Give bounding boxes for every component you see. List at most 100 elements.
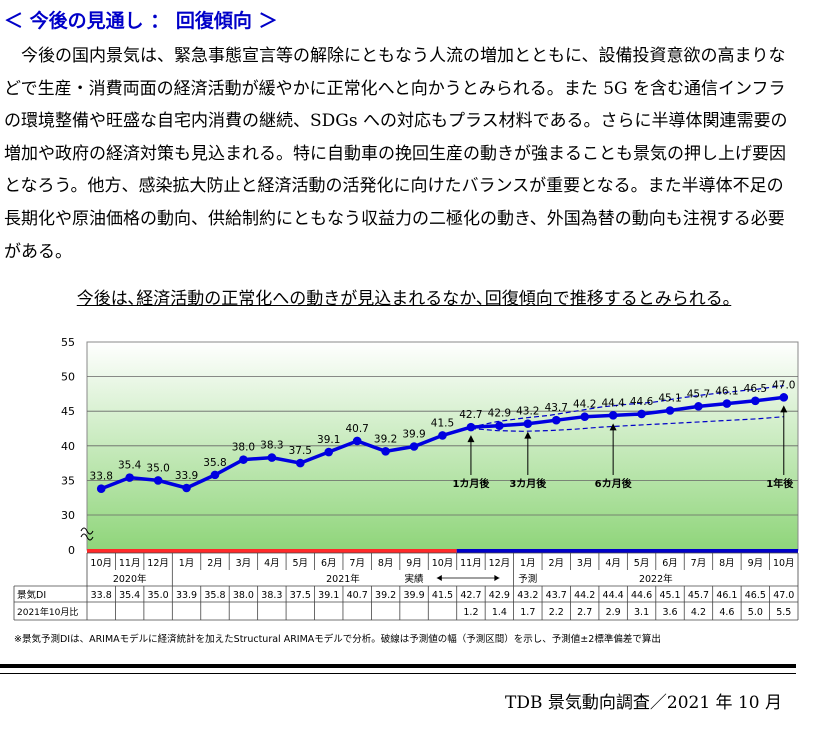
y-tick-label: 0	[68, 544, 75, 557]
data-label: 45.7	[687, 388, 710, 400]
table-di-value: 44.2	[574, 590, 595, 601]
month-label: 9月	[748, 558, 764, 569]
data-label: 39.9	[402, 428, 425, 440]
outlook-summary: 今後は､経済活動の正常化への動きが見込まれるなか､回復傾向で推移するとみられる｡	[76, 289, 732, 309]
table-diff-value: 2.2	[549, 607, 564, 618]
month-label: 8月	[719, 558, 735, 569]
table-diff-value: 3.1	[634, 607, 649, 618]
data-label: 45.1	[658, 393, 681, 405]
y-tick-label: 30	[61, 509, 75, 522]
table-di-value: 44.6	[631, 590, 652, 601]
axis-break-mark	[80, 527, 94, 535]
table-diff-value: 4.2	[691, 607, 706, 618]
table-di-value: 33.8	[91, 590, 112, 601]
annotation-arrow-head	[524, 431, 532, 439]
y-tick-label: 40	[61, 440, 75, 453]
table-di-value: 35.8	[204, 590, 225, 601]
di-point	[722, 399, 732, 408]
data-label: 44.2	[573, 399, 596, 411]
di-point	[324, 447, 334, 457]
table-di-value: 33.9	[176, 590, 197, 601]
month-label: 12月	[147, 558, 169, 569]
data-label: 42.9	[488, 408, 511, 420]
data-label: 43.2	[516, 406, 539, 418]
base-strip-actual	[87, 549, 457, 553]
di-point	[694, 402, 703, 411]
data-label: 35.0	[146, 462, 169, 474]
month-label: 5月	[634, 558, 650, 569]
y-tick-label: 55	[61, 336, 75, 349]
di-point	[153, 476, 163, 485]
di-point	[125, 473, 134, 482]
table-di-value: 35.4	[119, 590, 140, 601]
month-label: 10月	[432, 558, 454, 569]
y-tick-label: 50	[61, 371, 75, 384]
forecast-lower-band	[470, 416, 784, 432]
data-label: 39.1	[317, 434, 340, 446]
di-point	[381, 447, 390, 456]
month-label: 3月	[577, 558, 593, 569]
month-label: 1月	[179, 558, 195, 569]
table-di-value: 43.2	[517, 590, 538, 601]
month-label: 10月	[90, 558, 112, 569]
month-label: 7月	[691, 558, 707, 569]
data-label: 38.0	[232, 442, 255, 454]
table-di-value: 39.9	[403, 590, 424, 601]
table-diff-value: 5.5	[776, 607, 791, 618]
period-arrow-head	[494, 575, 500, 581]
di-point	[608, 411, 618, 420]
axis-break-mark	[80, 533, 94, 541]
annotation-arrow-head	[609, 423, 617, 431]
di-point	[239, 455, 248, 464]
table-diff-value: 1.2	[463, 607, 478, 618]
data-label: 41.5	[431, 417, 454, 429]
month-label: 11月	[119, 558, 141, 569]
table-di-value: 39.2	[375, 590, 396, 601]
data-label: 46.5	[744, 383, 767, 395]
table-di-value: 38.0	[233, 590, 254, 601]
table-di-value: 46.1	[716, 590, 737, 601]
table-diff-value: 2.7	[577, 607, 592, 618]
month-label: 10月	[773, 558, 795, 569]
data-label: 33.9	[175, 470, 198, 482]
di-point	[751, 396, 760, 406]
table-diff-value: 5.0	[748, 607, 763, 618]
di-point	[96, 484, 106, 494]
data-label: 46.1	[715, 386, 738, 398]
table-diff-value: 1.4	[492, 607, 507, 618]
table-di-value: 42.7	[460, 590, 481, 601]
di-point	[438, 431, 447, 440]
table-diff-value: 3.6	[662, 607, 677, 618]
month-label: 12月	[489, 558, 511, 569]
base-strip-forecast	[456, 549, 798, 553]
table-di-value: 44.4	[603, 590, 624, 601]
table-di-value: 40.7	[347, 590, 368, 601]
data-label: 42.7	[459, 409, 482, 421]
table-di-value: 47.0	[773, 590, 794, 601]
table-diff-value: 4.6	[719, 607, 734, 618]
data-label: 33.8	[90, 471, 113, 483]
forecast-label: 予測	[518, 573, 537, 585]
month-label: 4月	[605, 558, 621, 569]
annotation-label: 1カ月後	[452, 477, 490, 490]
month-label: 6月	[321, 558, 337, 569]
di-point	[182, 483, 191, 493]
annotation-label: 3カ月後	[509, 477, 547, 490]
data-label: 39.2	[374, 433, 397, 445]
di-point	[580, 412, 589, 422]
footer-rule-thin	[0, 673, 796, 674]
footer-rule-thick	[0, 664, 796, 668]
table-di-value: 41.5	[432, 590, 453, 601]
month-label: 3月	[236, 558, 252, 569]
month-label: 2月	[207, 558, 223, 569]
di-point	[210, 470, 220, 480]
data-label: 44.4	[601, 397, 625, 409]
annotation-label: 6カ月後	[595, 477, 633, 490]
outlook-paragraph: 今後の国内景気は、緊急事態宣言等の解除にともなう人流の増加とともに、設備投資意欲…	[4, 40, 792, 268]
table-di-value: 35.0	[148, 590, 169, 601]
month-label: 1月	[520, 558, 536, 569]
year-label: 2020年	[113, 573, 147, 585]
di-point	[466, 422, 476, 432]
di-point	[779, 393, 789, 402]
data-label: 44.6	[630, 396, 654, 408]
